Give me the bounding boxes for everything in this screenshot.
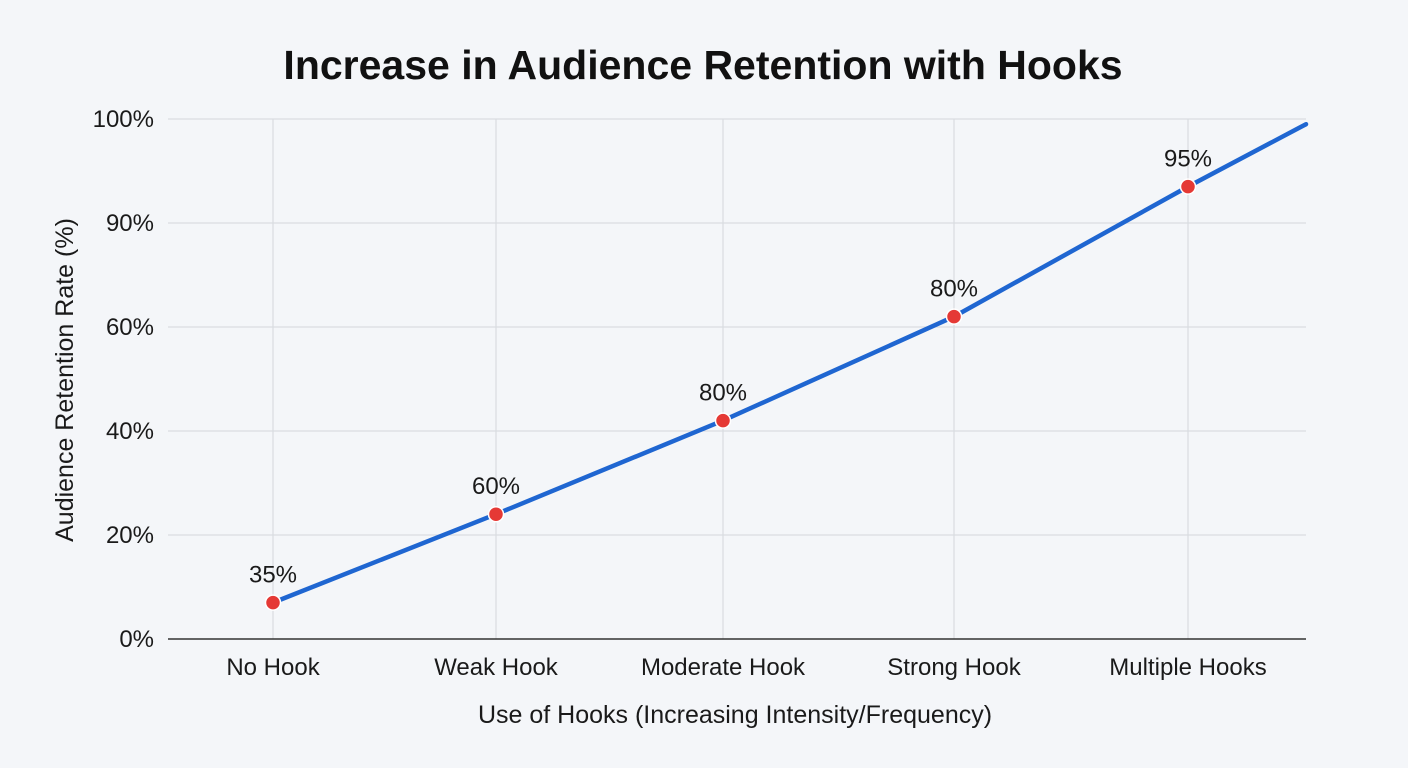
data-label: 95%: [1164, 146, 1212, 173]
series-layer: [264, 121, 1309, 611]
x-axis-ticks: No Hook Weak Hook Moderate Hook Strong Hook…: [226, 654, 1266, 681]
data-label: 80%: [930, 276, 978, 303]
x-tick-label: Multiple Hooks: [1109, 654, 1266, 681]
y-axis-ticks: 0% 20% 40% 60% 90% 100%: [93, 106, 154, 653]
y-tick-label: 60%: [106, 314, 154, 341]
x-tick-label: Moderate Hook: [641, 654, 806, 681]
y-tick-label: 20%: [106, 522, 154, 549]
data-point: [1179, 178, 1197, 195]
data-labels: 35% 60% 80% 80% 95%: [249, 146, 1212, 589]
data-label: 35%: [249, 562, 297, 589]
chart-title: Increase in Audience Retention with Hook…: [283, 42, 1122, 88]
data-point: [714, 412, 732, 429]
x-tick-label: Weak Hook: [434, 654, 559, 681]
data-point: [487, 505, 505, 523]
x-tick-label: No Hook: [226, 654, 320, 681]
y-tick-label: 0%: [119, 626, 154, 653]
x-tick-label: Strong Hook: [887, 654, 1021, 681]
x-axis-label: Use of Hooks (Increasing Intensity/Frequ…: [478, 701, 992, 729]
y-tick-label: 100%: [93, 106, 154, 133]
data-point: [264, 594, 282, 611]
data-label: 60%: [472, 473, 520, 500]
y-tick-label: 40%: [106, 418, 154, 445]
data-label: 80%: [699, 380, 747, 407]
y-axis-label: Audience Retention Rate (%): [51, 218, 79, 542]
series-line: [270, 121, 1309, 605]
data-point: [945, 308, 963, 325]
gridlines: [168, 118, 1306, 639]
y-tick-label: 90%: [106, 210, 154, 237]
